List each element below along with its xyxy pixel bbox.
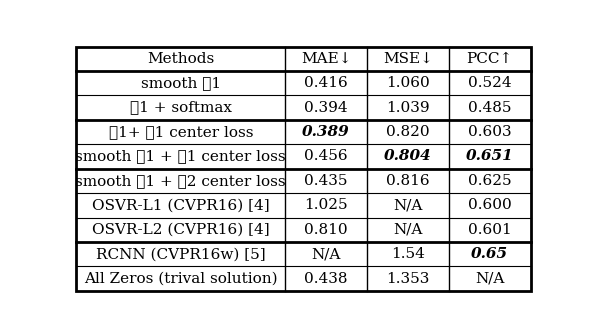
Text: MSE↓: MSE↓ (383, 52, 433, 66)
Text: ℓ1+ ℓ1 center loss: ℓ1+ ℓ1 center loss (108, 125, 253, 139)
Text: 0.435: 0.435 (304, 174, 348, 188)
Text: 0.625: 0.625 (468, 174, 511, 188)
Text: 1.060: 1.060 (386, 76, 430, 90)
Text: 0.394: 0.394 (304, 101, 348, 115)
Text: 1.54: 1.54 (391, 247, 425, 261)
Text: 0.810: 0.810 (304, 223, 348, 237)
Text: smooth ℓ1 + ℓ1 center loss: smooth ℓ1 + ℓ1 center loss (75, 149, 286, 163)
Text: 1.039: 1.039 (386, 101, 430, 115)
Text: smooth ℓ1 + ℓ2 center loss: smooth ℓ1 + ℓ2 center loss (75, 174, 286, 188)
Text: 1.025: 1.025 (304, 198, 348, 212)
Text: 1.353: 1.353 (386, 272, 430, 286)
Text: All Zeros (trival solution): All Zeros (trival solution) (84, 272, 278, 286)
Text: Methods: Methods (147, 52, 214, 66)
Text: N/A: N/A (311, 247, 341, 261)
Text: 0.603: 0.603 (468, 125, 511, 139)
Text: 0.524: 0.524 (468, 76, 511, 90)
Text: smooth ℓ1: smooth ℓ1 (141, 76, 221, 90)
Text: 0.438: 0.438 (304, 272, 348, 286)
Text: 0.820: 0.820 (386, 125, 430, 139)
Text: 0.651: 0.651 (466, 149, 513, 163)
Text: OSVR-L2 (CVPR16) [4]: OSVR-L2 (CVPR16) [4] (92, 223, 269, 237)
Text: 0.600: 0.600 (468, 198, 511, 212)
Text: 0.456: 0.456 (304, 149, 348, 163)
Text: 0.416: 0.416 (304, 76, 348, 90)
Text: OSVR-L1 (CVPR16) [4]: OSVR-L1 (CVPR16) [4] (92, 198, 269, 212)
Text: N/A: N/A (393, 223, 423, 237)
Text: RCNN (CVPR16w) [5]: RCNN (CVPR16w) [5] (96, 247, 266, 261)
Text: N/A: N/A (475, 272, 504, 286)
Text: 0.389: 0.389 (303, 125, 350, 139)
Text: 0.601: 0.601 (468, 223, 511, 237)
Text: 0.804: 0.804 (384, 149, 432, 163)
Text: 0.65: 0.65 (471, 247, 508, 261)
Text: PCC↑: PCC↑ (466, 52, 513, 66)
Text: 0.485: 0.485 (468, 101, 511, 115)
Text: MAE↓: MAE↓ (301, 52, 352, 66)
Text: ℓ1 + softmax: ℓ1 + softmax (130, 101, 231, 115)
Text: N/A: N/A (393, 198, 423, 212)
Text: 0.816: 0.816 (386, 174, 430, 188)
